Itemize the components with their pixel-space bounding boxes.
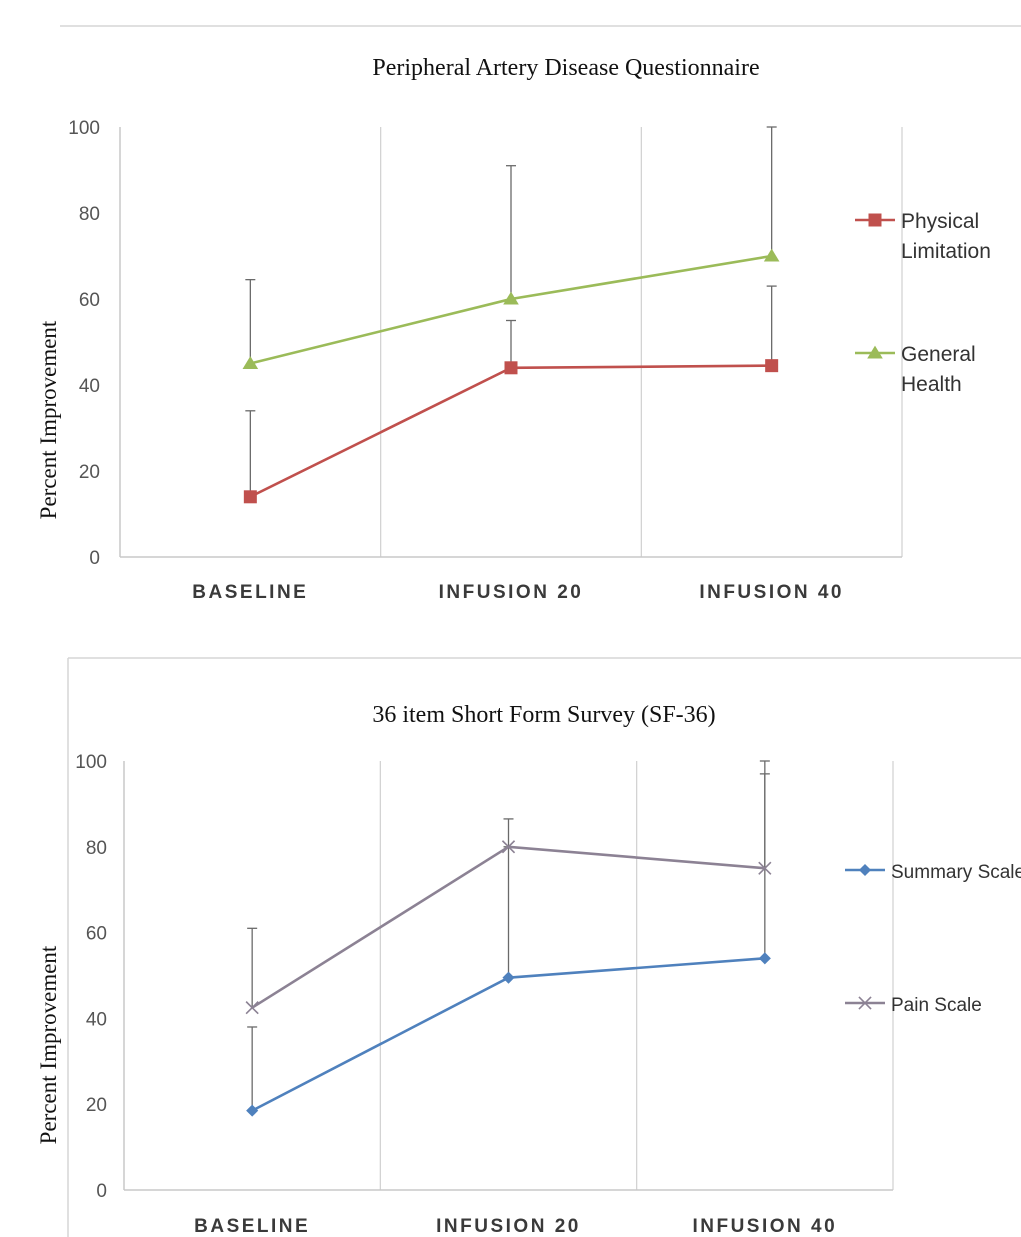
data-point-s1-p1 bbox=[501, 840, 516, 854]
y-tick-label-2: 40 bbox=[79, 376, 100, 397]
data-point-s1-p2 bbox=[758, 861, 772, 875]
data-point-s1-p2-stroke-b bbox=[758, 861, 772, 875]
y-tick-label-3: 60 bbox=[86, 924, 107, 945]
data-point-s1-p1-stroke-b bbox=[501, 840, 516, 854]
y-tick-label-3: 60 bbox=[79, 290, 100, 311]
y-tick-label-4: 80 bbox=[86, 838, 107, 859]
data-point-s1-p0 bbox=[242, 356, 259, 370]
error-bars bbox=[247, 760, 770, 1111]
x-tick-label-0: BASELINE bbox=[194, 1216, 310, 1237]
legend-label-0-1: Limitation bbox=[901, 240, 991, 263]
chart-sf36-survey: 36 item Short Form Survey (SF-36) Percen… bbox=[36, 657, 1021, 1237]
y-tick-labels: 0 20 40 60 80 100 bbox=[75, 752, 107, 1202]
x-tick-label-1: INFUSION 20 bbox=[436, 1216, 581, 1237]
legend-label-0-0: Physical bbox=[901, 210, 979, 233]
legend-label-0-0: Summary Scale bbox=[891, 862, 1021, 883]
series-lines bbox=[242, 248, 780, 504]
y-tick-label-0: 0 bbox=[89, 548, 100, 569]
y-axis-label: Percent Improvement bbox=[36, 320, 61, 519]
legend-label-1-0: Pain Scale bbox=[891, 995, 982, 1016]
x-tick-labels: BASELINE INFUSION 20 INFUSION 40 bbox=[194, 1216, 837, 1237]
x-tick-labels: BASELINE INFUSION 20 INFUSION 40 bbox=[192, 582, 844, 603]
chart-title: 36 item Short Form Survey (SF-36) bbox=[372, 702, 715, 728]
axes bbox=[123, 761, 893, 1191]
y-tick-label-5: 100 bbox=[75, 752, 107, 773]
data-point-s0-p0 bbox=[243, 490, 257, 504]
data-point-s0-p2 bbox=[765, 359, 779, 373]
x-tick-label-2: INFUSION 40 bbox=[699, 582, 844, 603]
y-tick-label-1: 20 bbox=[79, 462, 100, 483]
axes bbox=[119, 127, 902, 558]
y-tick-label-0: 0 bbox=[96, 1181, 107, 1202]
data-point-s1-p2 bbox=[763, 248, 780, 262]
legend-label-1-1: Health bbox=[901, 373, 962, 396]
y-tick-labels: 0 20 40 60 80 100 bbox=[68, 118, 100, 569]
error-bars bbox=[245, 126, 777, 497]
x-tick-label-1: INFUSION 20 bbox=[439, 582, 584, 603]
data-point-s0-p1 bbox=[502, 971, 515, 984]
chart-title: Peripheral Artery Disease Questionnaire bbox=[372, 55, 759, 81]
legend-marker-1 bbox=[858, 996, 872, 1010]
legend-marker-1 bbox=[867, 345, 883, 359]
x-tick-label-0: BASELINE bbox=[192, 582, 308, 603]
y-tick-label-2: 40 bbox=[86, 1009, 107, 1030]
data-point-s1-p1 bbox=[503, 291, 519, 305]
data-point-s0-p0 bbox=[246, 1104, 259, 1117]
legend-marker-0 bbox=[858, 863, 872, 877]
vertical-gridlines bbox=[379, 761, 894, 1190]
legend-marker-1-stroke-b bbox=[858, 996, 872, 1010]
y-tick-label-1: 20 bbox=[86, 1095, 107, 1116]
vertical-gridlines bbox=[380, 127, 903, 557]
chart-pad-questionnaire: Peripheral Artery Disease Questionnaire … bbox=[36, 25, 1021, 603]
legend-marker-0 bbox=[868, 213, 882, 227]
y-axis-label: Percent Improvement bbox=[36, 945, 61, 1144]
series-lines bbox=[245, 840, 772, 1117]
series-line-0 bbox=[249, 364, 772, 498]
data-point-s0-p2 bbox=[758, 952, 771, 965]
y-tick-label-5: 100 bbox=[68, 118, 100, 139]
legend-label-1-0: General bbox=[901, 343, 976, 366]
x-tick-label-2: INFUSION 40 bbox=[692, 1216, 837, 1237]
y-tick-label-4: 80 bbox=[79, 204, 100, 225]
legend: Physical Limitation General Health bbox=[855, 210, 991, 396]
data-point-s1-p0-stroke-b bbox=[245, 1001, 259, 1015]
legend: Summary Scale Pain Scale bbox=[845, 862, 1021, 1016]
data-point-s0-p1 bbox=[504, 361, 518, 375]
data-point-s1-p0 bbox=[245, 1001, 259, 1015]
